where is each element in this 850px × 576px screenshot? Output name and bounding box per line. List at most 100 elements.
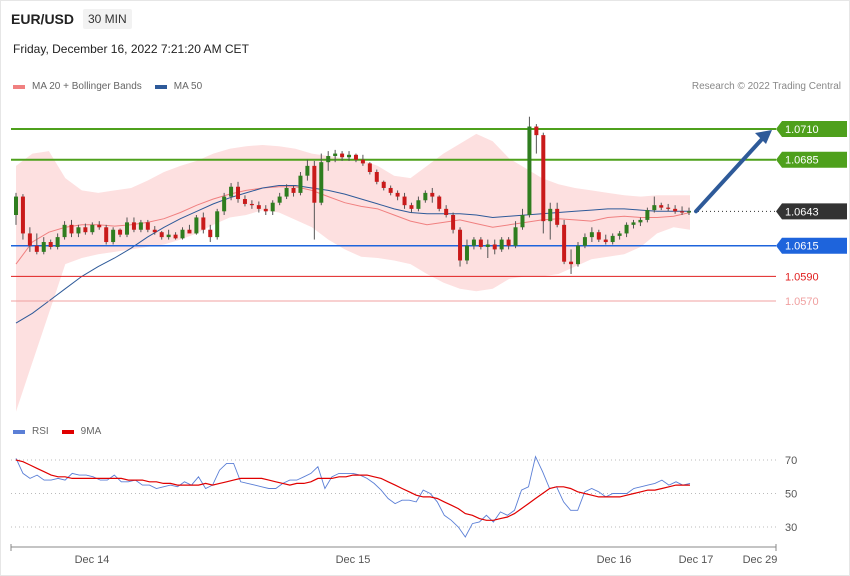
candle	[34, 233, 39, 255]
candle	[527, 116, 532, 218]
x-axis-tick-label: Dec 16	[597, 554, 632, 566]
legend-label-9ma: 9MA	[80, 426, 102, 437]
candle	[41, 237, 46, 255]
candle	[208, 224, 213, 243]
candle	[20, 194, 25, 240]
candle-body	[687, 211, 691, 213]
candle	[340, 151, 345, 161]
candle-body	[360, 159, 365, 164]
main-legend: MA 20 + Bollinger Bands MA 50	[13, 81, 215, 92]
candle-body	[62, 224, 67, 238]
candle-body	[152, 229, 157, 233]
candle	[367, 162, 372, 175]
candle-body	[666, 207, 671, 209]
candle-body	[471, 239, 476, 246]
candle-body	[20, 196, 25, 234]
candle-body	[437, 196, 442, 209]
rsi-series-9ma	[15, 459, 690, 521]
candle	[277, 192, 282, 206]
price-level-1.0615: 1.0615	[11, 237, 847, 254]
candle	[62, 221, 67, 240]
candle-body	[194, 217, 199, 234]
legend-item-9ma: 9MA	[61, 426, 102, 437]
candle	[111, 227, 116, 245]
candle	[374, 169, 379, 185]
candle-body	[617, 233, 622, 236]
candle-body	[673, 208, 678, 212]
candle-body	[374, 172, 379, 182]
candle	[222, 192, 227, 215]
candle	[416, 196, 421, 212]
x-axis-tick-label: Dec 29	[743, 554, 778, 566]
candle	[249, 200, 254, 209]
candle-body	[416, 200, 421, 209]
candle	[159, 230, 164, 240]
candle-body	[562, 224, 567, 262]
candle	[83, 223, 88, 235]
candle	[333, 149, 338, 163]
candle-body	[659, 205, 664, 208]
candle	[312, 160, 317, 240]
candle-body	[69, 224, 74, 234]
legend-swatch-rsi	[13, 429, 25, 434]
candle-body	[534, 126, 539, 136]
candle-body	[208, 229, 213, 238]
candle	[76, 224, 81, 238]
candle-body	[395, 192, 400, 197]
currency-pair-title: EUR/USD	[11, 11, 75, 27]
chart-datetime: Friday, December 16, 2022 7:21:20 AM CET	[13, 42, 249, 56]
candle-body	[111, 229, 116, 243]
candle-body	[492, 244, 497, 250]
price-level-tag	[776, 237, 847, 254]
candle-body	[27, 233, 32, 246]
candle	[582, 233, 587, 249]
projection-arrow-icon	[694, 130, 772, 214]
candle	[659, 202, 664, 211]
candle	[229, 183, 234, 201]
candle-body	[596, 232, 601, 240]
price-level-tag	[776, 121, 847, 137]
candle-body	[513, 227, 518, 246]
candle	[409, 202, 414, 213]
candle	[687, 207, 691, 215]
candle	[97, 221, 102, 230]
candle	[610, 233, 615, 245]
candle-body	[236, 186, 241, 200]
candle-body	[527, 126, 532, 215]
candle-body	[680, 211, 685, 213]
candle	[215, 208, 220, 240]
candle	[138, 219, 143, 233]
candle-body	[381, 181, 386, 188]
candle	[236, 181, 241, 203]
candle	[673, 205, 678, 214]
candle-body	[485, 244, 490, 247]
legend-item-ma20-bb: MA 20 + Bollinger Bands	[13, 81, 142, 92]
candle-body	[555, 208, 560, 225]
candle	[464, 239, 469, 265]
candle-body	[423, 192, 428, 201]
candle-body	[444, 208, 449, 215]
candle	[430, 187, 435, 203]
candle-body	[520, 215, 525, 228]
candle	[256, 201, 261, 213]
candle	[680, 206, 685, 215]
candle	[381, 180, 386, 191]
candle	[451, 212, 456, 234]
candle	[402, 192, 407, 209]
candle-body	[48, 242, 53, 247]
candle	[506, 237, 511, 250]
candle-body	[298, 175, 303, 193]
candle-body	[222, 196, 227, 212]
candle	[347, 151, 352, 161]
candle	[589, 227, 594, 243]
candle-body	[305, 165, 310, 176]
candle	[194, 215, 199, 235]
timeframe-badge[interactable]: 30 MIN	[83, 9, 132, 29]
price-level-label: 1.0590	[785, 271, 819, 283]
candle-body	[215, 211, 220, 238]
legend-label-ma20: MA 20 + Bollinger Bands	[32, 81, 142, 92]
candle-body	[312, 165, 317, 203]
x-axis-tick-label: Dec 15	[336, 554, 371, 566]
legend-item-ma50: MA 50	[154, 81, 202, 92]
candle	[284, 184, 289, 200]
